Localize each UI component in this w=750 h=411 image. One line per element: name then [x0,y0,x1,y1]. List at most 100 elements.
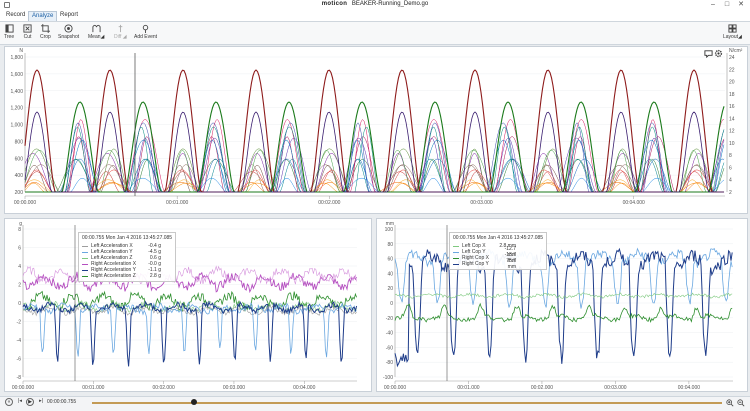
cop-series [394,247,733,368]
cut-button[interactable]: Cut [23,24,32,40]
acceleration-series [22,271,357,294]
series-swatch [82,263,88,265]
minimize-icon[interactable]: – [711,1,715,8]
cop-series [394,302,733,324]
unit-label: mm [386,221,394,227]
x-tick-label: 00:00.000 [384,385,406,391]
series-name: Right Cop Y [462,261,489,267]
mean-button[interactable]: Mean◢ [88,24,104,40]
y-tick-label: 4 [18,264,21,270]
y-tick-label: 1,600 [10,72,23,78]
acceleration-series [22,304,357,317]
right-tick-label: 4 [729,178,732,184]
horizontal-splitter[interactable] [0,214,750,218]
mean-icon [92,24,101,33]
zoom-out-icon[interactable] [737,399,745,407]
x-tick-label: 00:03.000 [604,385,626,391]
tooltip-row: Left Cop X 2.8 mm [453,243,543,249]
crop-icon [40,24,50,33]
cop-tooltip: 00:00.755 Mon Jan 4 2016 13:45:27.085 Le… [449,232,548,270]
y-tick-label: 0 [18,301,21,307]
peak-pressure-series [24,111,724,193]
y-tick-label: -4 [17,338,22,344]
tooltip-row: Left Acceleration Z 0.6 g [82,255,172,261]
right-tick-label: 10 [729,141,735,147]
series-swatch [453,257,459,259]
add-event-button[interactable]: Add Event [134,24,157,40]
snapshot-button[interactable]: Snapshot [58,24,79,40]
series-name: Left Acceleration Z [91,255,133,261]
right-tick-label: 20 [729,80,735,86]
acceleration-plot-panel[interactable]: 8 6 4 2 0 -2 -4 -6 -8 00:00.000 00:01.000 00:02.000… [4,218,372,392]
right-tick-label: 8 [729,153,732,159]
right-tick-label: 6 [729,165,732,171]
tree-icon [4,24,14,33]
tooltip-row: Left Cop Y -12.7 mm [453,246,543,258]
series-value: 2.8 mm [499,243,516,249]
series-value: -4.5 g [148,249,161,255]
series-swatch [453,245,459,247]
pressure-plot-panel[interactable]: 1,800 1,600 1,400 1,200 1,000 800 600 400 200 00:… [4,46,748,214]
acceleration-chart[interactable]: 8 6 4 2 0 -2 -4 -6 -8 00:00.000 00:01.000 00:02.000… [5,219,371,391]
force-pressure-chart[interactable]: 1,800 1,600 1,400 1,200 1,000 800 600 400 200 00:… [5,47,747,213]
y-tick-label: 40 [387,271,393,277]
settings-gear-icon[interactable] [714,49,723,58]
cop-series [394,247,733,309]
y-tick-label: 1,200 [10,106,23,112]
tab-report[interactable]: Report [60,12,79,18]
series-value: -0.4 g [148,243,161,249]
right-tick-label: 14 [729,116,735,122]
timeline-slider-thumb[interactable] [191,399,197,405]
tab-record[interactable]: Record [6,12,26,18]
timecode-display: 00:00:00.755 [47,399,77,405]
right-tick-label: 24 [729,55,735,61]
series-value: -13.7 mm [504,252,516,264]
y-tick-label: 60 [387,257,393,263]
crop-button[interactable]: Crop [40,24,51,40]
tooltip-row: Right Cop X -13.7 mm [453,252,543,264]
play-button[interactable]: ▶ [26,398,34,406]
step-back-button[interactable]: |◂ [18,398,22,404]
diff-button[interactable]: Diff ◢ [114,24,127,40]
x-tick-label: 00:02.000 [153,385,175,391]
center-of-pressure-chart[interactable]: 100 80 60 40 20 0 -20 -40 -60 -80 -100 00:00.000 00:… [377,219,747,391]
x-tick-label: 00:04.000 [623,200,645,206]
series-swatch [82,245,88,247]
pin-icon [142,24,149,33]
x-tick-label: 00:00.000 [12,385,34,391]
tooltip-header: 00:00.755 Mon Jan 4 2016 13:45:27.085 [453,235,544,241]
series-swatch [82,275,88,277]
x-tick-label: 00:01.000 [166,200,188,206]
camera-icon [64,24,73,33]
layout-button[interactable]: Layout◢ [723,24,742,40]
tab-analyze[interactable]: Analyze [28,11,58,21]
series-swatch [82,269,88,271]
step-forward-button[interactable]: ▸| [39,398,43,404]
timeline-slider[interactable] [92,402,722,404]
close-icon[interactable]: ✕ [738,1,744,8]
total-force-left-series [24,69,724,193]
series-value: -1.1 g [148,267,161,273]
series-name: Right Cop X [462,255,489,261]
y-tick-label: 80 [387,242,393,248]
rewind-button[interactable]: « [5,398,13,406]
acceleration-tooltip: 00:00.755 Mon Jan 4 2016 13:45:27.085 Le… [78,232,177,282]
right-tick-label: 2 [729,190,732,196]
maximize-icon[interactable]: □ [724,1,730,8]
series-name: Left Cop Y [462,249,486,255]
x-tick-label: 00:03.000 [470,200,492,206]
y-tick-label: 100 [385,227,394,233]
cop-plot-panel[interactable]: 100 80 60 40 20 0 -20 -40 -60 -80 -100 00:00.000 00:… [376,218,748,392]
comment-icon[interactable] [704,49,713,58]
series-value: 2.8 g [149,273,161,279]
diff-icon [118,24,123,33]
x-tick-label: 00:00.000 [14,200,36,206]
x-tick-label: 00:02.000 [531,385,553,391]
tree-button[interactable]: Tree [4,24,14,40]
tooltip-row: Left Acceleration X -0.4 g [82,243,172,249]
zoom-in-icon[interactable] [726,399,734,407]
y-tick-label: -80 [386,360,393,366]
series-name: Right Acceleration Y [91,267,136,273]
cop-series [394,292,733,299]
right-tick-label: 22 [729,67,735,73]
